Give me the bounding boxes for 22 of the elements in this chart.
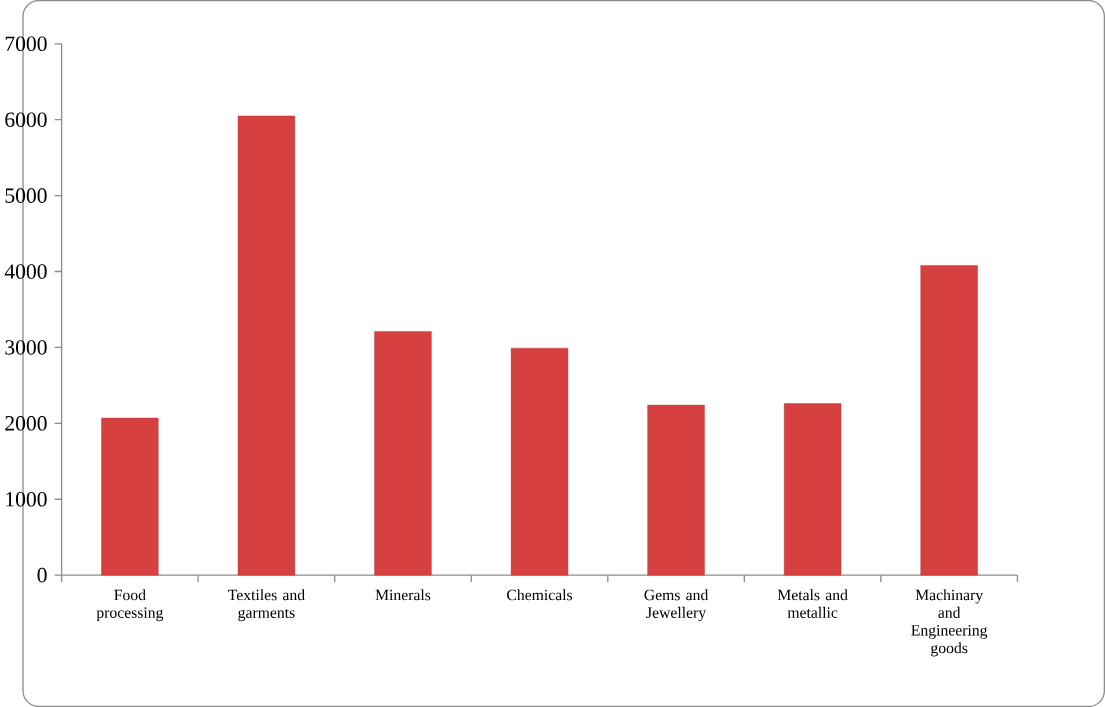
bar	[374, 331, 432, 576]
y-tick-label: 6000	[5, 112, 47, 127]
y-tick-label: 4000	[4, 264, 47, 279]
y-tick-label: 0	[37, 567, 47, 583]
bar	[647, 404, 705, 576]
y-tick-label: 1000	[6, 491, 47, 507]
x-tick-label: Minerals	[375, 589, 431, 601]
x-tick-label: Food processing	[96, 589, 164, 622]
bar	[920, 265, 978, 576]
x-tick-label: Metals and metallic	[777, 589, 848, 618]
y-tick-label: 3000	[5, 340, 47, 355]
x-tick-label: Gems and Jewellery	[644, 589, 709, 622]
y-tick-label: 2000	[5, 415, 47, 431]
bar	[101, 417, 159, 576]
x-tick-label: Chemicals	[507, 589, 573, 601]
y-tick-label: 7000	[5, 36, 47, 51]
bar	[783, 403, 842, 576]
x-tick-label: Machinary and Engineering goods	[911, 589, 988, 657]
y-tick-label: 5000	[5, 188, 47, 203]
bar	[237, 115, 296, 576]
bar	[510, 347, 569, 576]
x-tick-label: Textiles and garments	[228, 589, 305, 622]
